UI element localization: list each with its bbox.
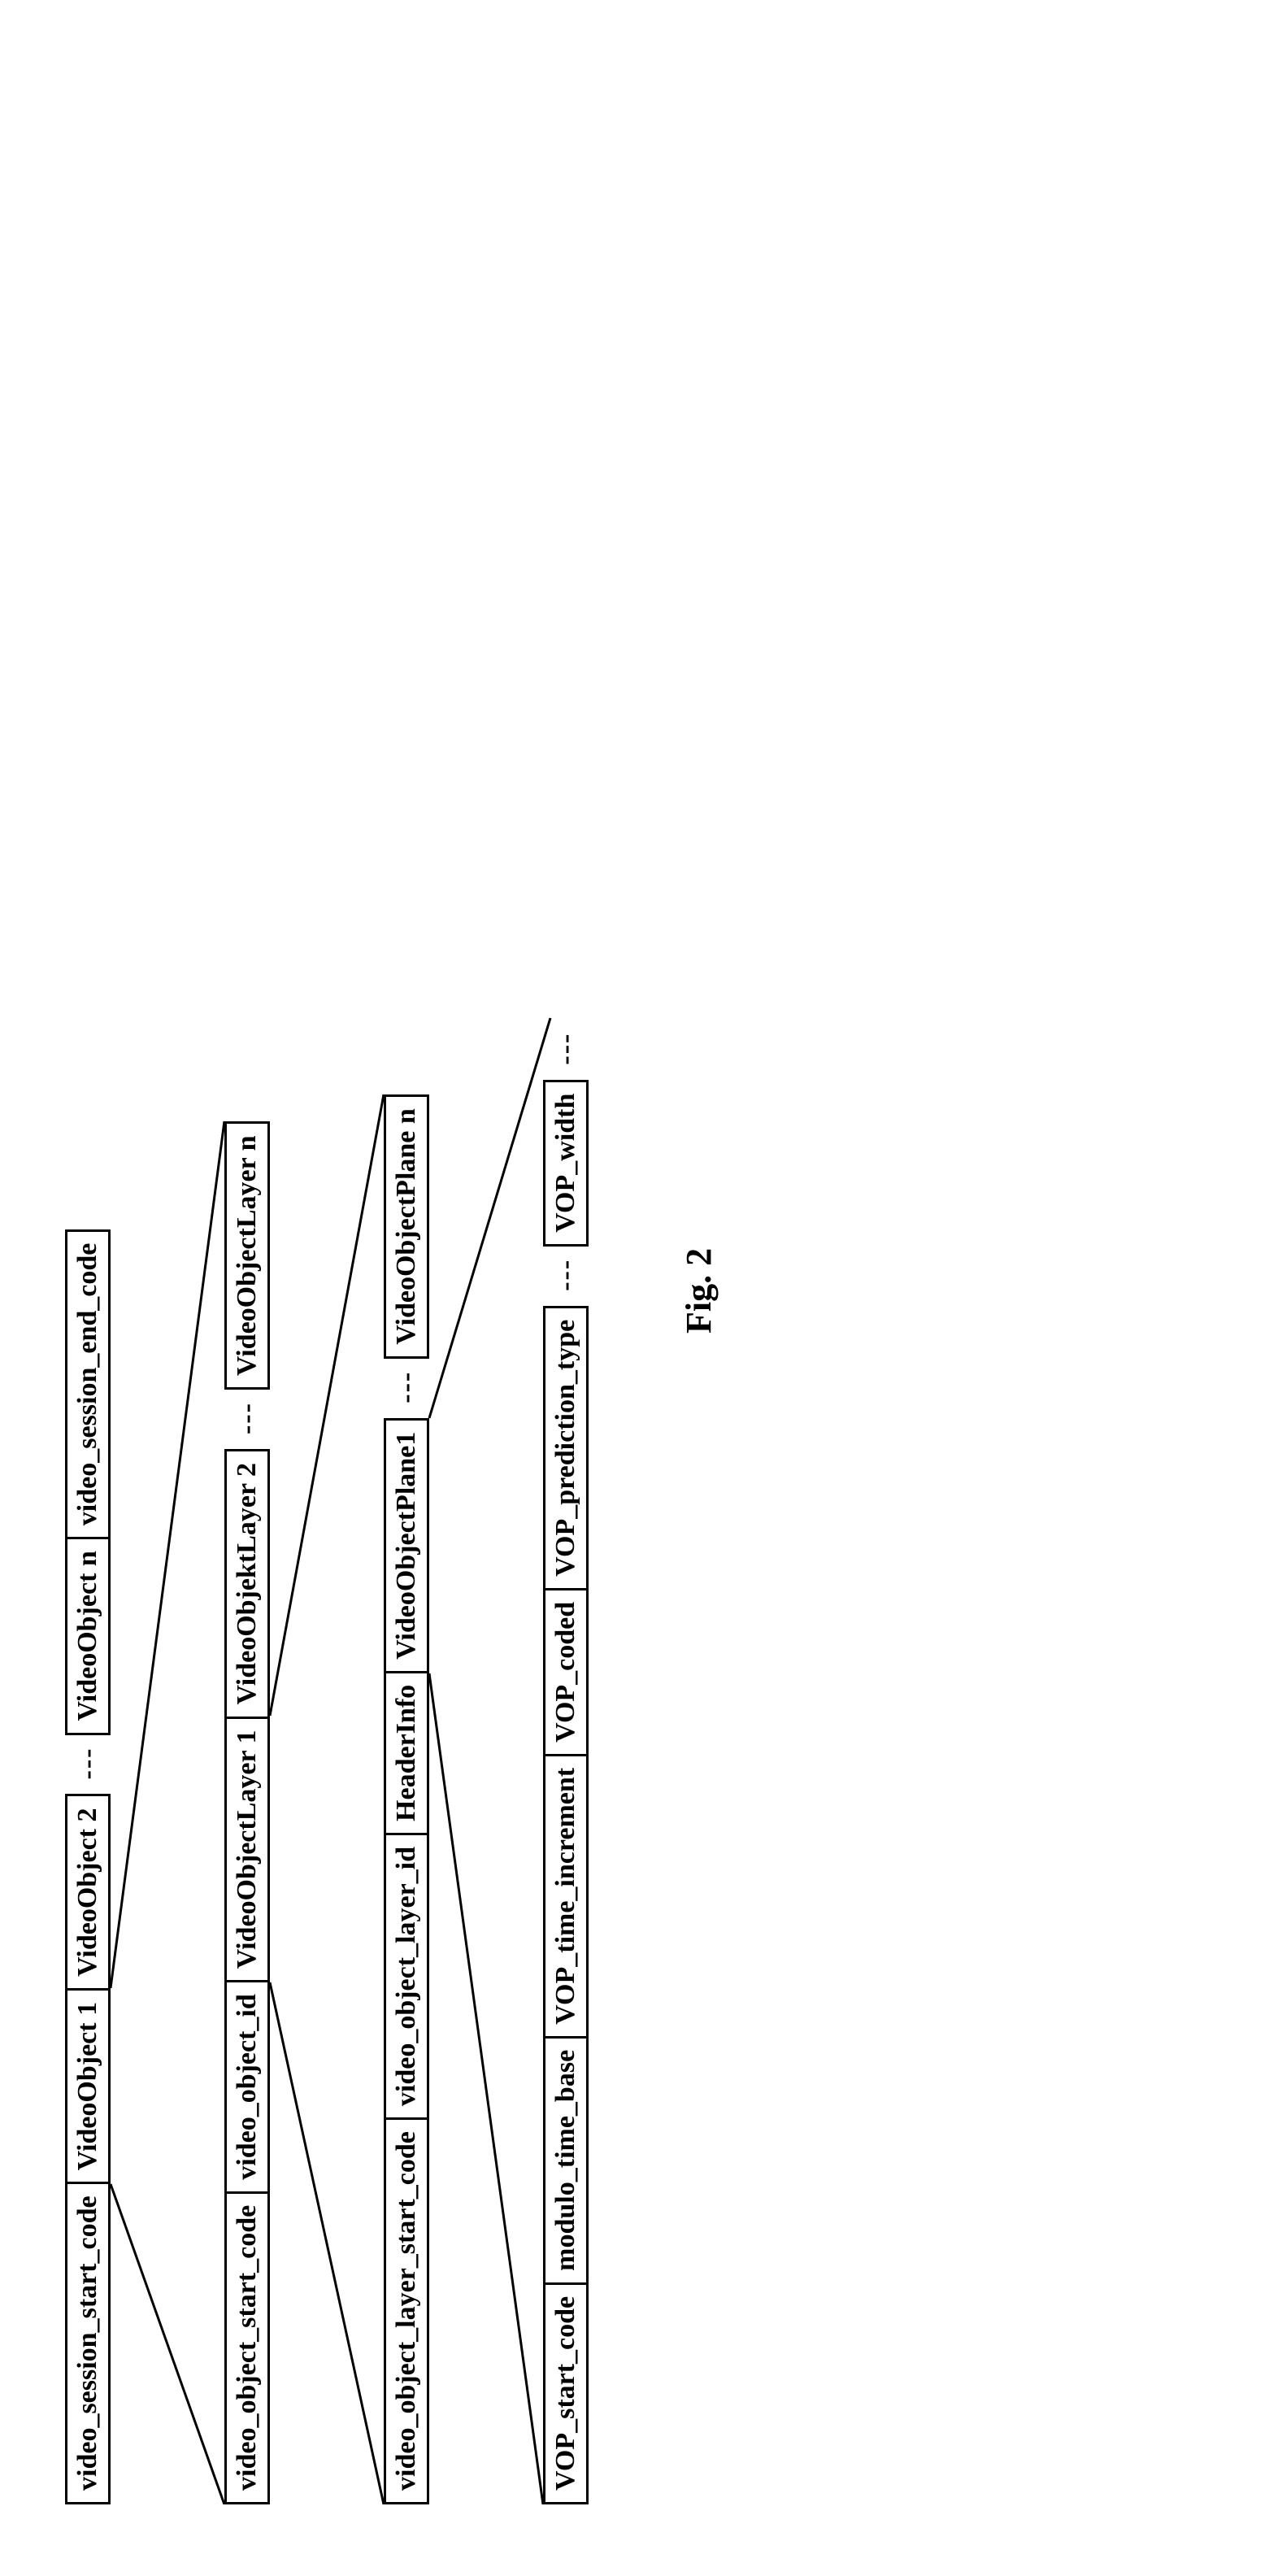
cell-3-2: VOP_time_increment <box>543 1754 589 2039</box>
cell-0-2: VideoObject 2 <box>65 1795 111 1991</box>
cell-1-5: VideoObjectLayer n <box>224 1122 270 1390</box>
cell-1-3: VideoObjektLayer 2 <box>224 1449 270 1718</box>
row-0: video_session_start_codeVideoObject 1Vid… <box>65 65 111 2504</box>
cell-0-5: video_session_end_code <box>65 1229 111 1540</box>
figure-label: Fig. 2 <box>678 1248 719 1334</box>
cell-1-0: video_object_start_code <box>224 2191 270 2504</box>
row-3: VOP_start_codemodulo_time_baseVOP_time_i… <box>543 65 589 2504</box>
cell-3-5: --- <box>550 1244 581 1306</box>
cell-3-0: VOP_start_code <box>543 2282 589 2504</box>
cell-3-4: VOP_prediction_type <box>543 1306 589 1590</box>
cell-2-5: VideoObjectPlane n <box>384 1094 429 1359</box>
cell-2-2: HeaderInfo <box>384 1671 429 1835</box>
cell-0-3: --- <box>72 1733 103 1795</box>
cell-2-0: video_object_layer_start_code <box>384 2117 429 2504</box>
cell-3-7: --- <box>550 1018 581 1080</box>
cell-0-0: video_session_start_code <box>65 2182 111 2504</box>
cell-3-1: modulo_time_base <box>543 2036 589 2285</box>
cell-0-1: VideoObject 1 <box>65 1988 111 2184</box>
row-2: video_object_layer_start_codevideo_objec… <box>384 65 429 2504</box>
cell-1-1: video_object_id <box>224 1980 270 2194</box>
cell-0-4: VideoObject n <box>65 1537 111 1734</box>
cell-2-3: VideoObjectPlane1 <box>384 1418 429 1673</box>
cell-3-3: VOP_coded <box>543 1588 589 1756</box>
cell-1-4: --- <box>232 1387 263 1449</box>
cell-1-2: VideoObjectLayer 1 <box>224 1717 270 1983</box>
row-1: video_object_start_codevideo_object_idVi… <box>224 65 270 2504</box>
cell-3-6: VOP_width <box>543 1080 589 1247</box>
cell-2-4: --- <box>391 1356 422 1418</box>
cell-2-1: video_object_layer_id <box>384 1833 429 2120</box>
